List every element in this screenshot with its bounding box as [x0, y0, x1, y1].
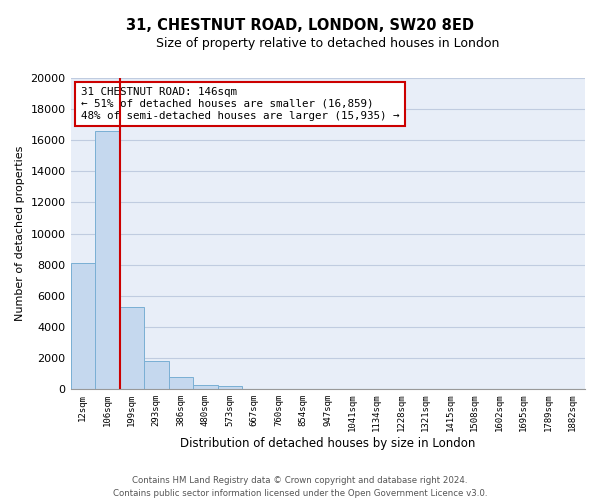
- Bar: [193, 384, 218, 389]
- Bar: [95, 131, 119, 389]
- Bar: [119, 306, 144, 389]
- Text: 31, CHESTNUT ROAD, LONDON, SW20 8ED: 31, CHESTNUT ROAD, LONDON, SW20 8ED: [126, 18, 474, 32]
- Text: 31 CHESTNUT ROAD: 146sqm
← 51% of detached houses are smaller (16,859)
48% of se: 31 CHESTNUT ROAD: 146sqm ← 51% of detach…: [81, 88, 400, 120]
- Bar: [71, 263, 95, 389]
- Bar: [144, 361, 169, 389]
- Title: Size of property relative to detached houses in London: Size of property relative to detached ho…: [156, 38, 499, 51]
- Bar: [218, 386, 242, 389]
- Y-axis label: Number of detached properties: Number of detached properties: [15, 146, 25, 321]
- Text: Contains HM Land Registry data © Crown copyright and database right 2024.
Contai: Contains HM Land Registry data © Crown c…: [113, 476, 487, 498]
- Bar: [169, 377, 193, 389]
- X-axis label: Distribution of detached houses by size in London: Distribution of detached houses by size …: [180, 437, 475, 450]
